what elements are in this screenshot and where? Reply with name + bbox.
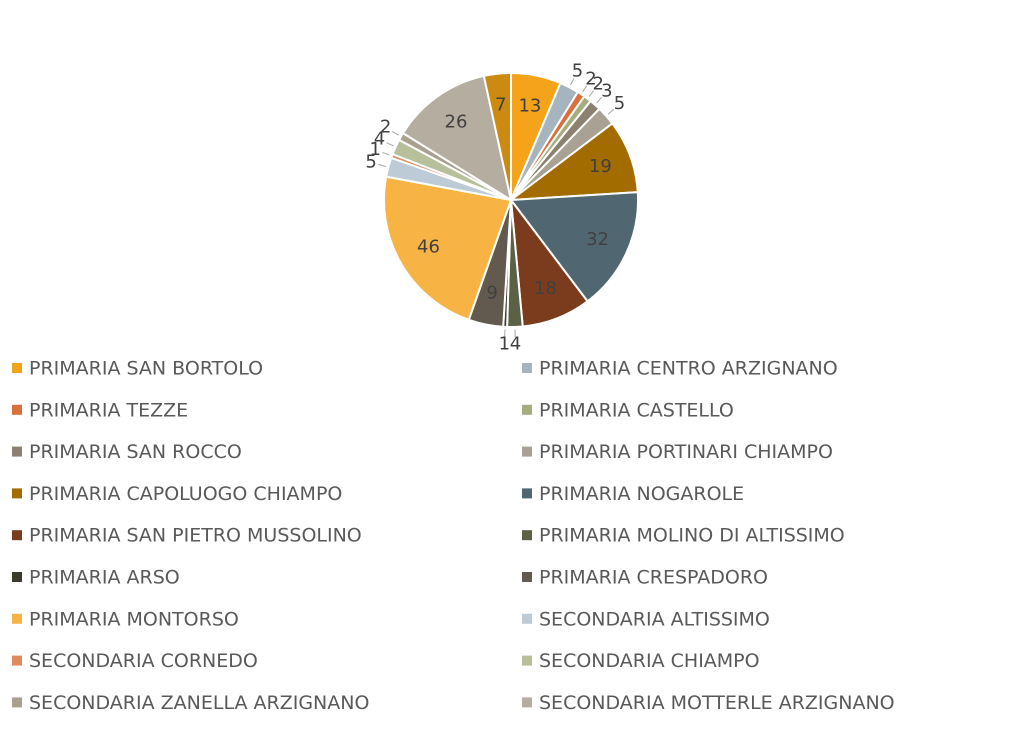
data-label: 2: [585, 68, 596, 89]
legend-label: PRIMARIA SAN ROCCO: [29, 441, 242, 463]
data-label: 9: [486, 282, 497, 303]
legend-swatch: [12, 488, 22, 499]
leader-line: [570, 77, 575, 86]
legend-swatch: [522, 446, 532, 457]
data-label: 18: [534, 278, 557, 299]
legend-label: PRIMARIA MOLINO DI ALTISSIMO: [539, 525, 845, 547]
pie-slice: [482, 71, 512, 201]
leader-line: [382, 151, 390, 156]
data-label: 2: [380, 117, 391, 138]
legend-swatch: [522, 363, 532, 373]
data-label: 26: [445, 111, 468, 132]
legend-label: PRIMARIA PORTINARI CHIAMPO: [539, 441, 833, 463]
data-label: 4: [510, 334, 521, 355]
legend-swatch: [522, 404, 532, 415]
leader-line: [596, 96, 603, 104]
legend-swatch: [12, 655, 22, 666]
legend-swatch: [12, 613, 22, 624]
legend-swatch: [12, 530, 22, 541]
legend-label: PRIMARIA NOGAROLE: [539, 483, 744, 505]
legend-label: SECONDARIA CORNEDO: [29, 650, 258, 672]
legend-label: PRIMARIA MONTORSO: [29, 608, 239, 630]
data-label: 1: [499, 334, 510, 355]
leader-line: [588, 90, 595, 97]
legend-label: PRIMARIA TEZZE: [29, 399, 188, 421]
legend-swatch: [522, 613, 532, 624]
legend-swatch: [12, 446, 22, 457]
legend-label: PRIMARIA SAN PIETRO MUSSOLINO: [29, 525, 362, 547]
data-label: 19: [589, 156, 612, 177]
legend-label: PRIMARIA SAN BORTOLO: [29, 358, 263, 380]
data-label: 3: [601, 81, 612, 102]
legend-label: SECONDARIA ZANELLA ARZIGNANO: [29, 692, 369, 714]
legend-swatch: [522, 488, 532, 499]
pie-slice: [401, 74, 513, 203]
legend-swatch: [522, 530, 532, 541]
legend-label: SECONDARIA CHIAMPO: [539, 650, 760, 672]
data-label: 5: [614, 93, 625, 114]
leader-line: [386, 142, 394, 147]
legend-swatch: [522, 572, 532, 582]
leader-line: [607, 108, 615, 115]
legend-swatch: [522, 655, 532, 666]
legend-label: SECONDARIA ALTISSIMO: [539, 608, 770, 630]
legend-label: PRIMARIA CRESPADORO: [539, 567, 768, 589]
legend-swatch: [12, 572, 22, 582]
data-label: 5: [572, 60, 583, 81]
legend-label: SECONDARIA MOTTERLE ARZIGNANO: [539, 692, 895, 714]
data-label: 46: [417, 237, 440, 258]
data-label: 1: [369, 139, 380, 160]
legend-label: PRIMARIA ARSO: [29, 567, 180, 589]
pie-slice: [509, 191, 639, 303]
data-label: 2: [593, 73, 604, 94]
legend-swatch: [12, 404, 22, 415]
leader-line: [378, 164, 387, 167]
data-label: 4: [374, 128, 385, 149]
data-label: 32: [586, 229, 609, 250]
legend-label: PRIMARIA CASTELLO: [539, 399, 734, 421]
legend-swatch: [12, 697, 22, 708]
pie-slice: [383, 175, 513, 322]
legend-label: PRIMARIA CENTRO ARZIGNANO: [539, 358, 838, 380]
legend-label: PRIMARIA CAPOLUOGO CHIAMPO: [29, 483, 342, 505]
legend-swatch: [12, 363, 22, 373]
leader-line: [391, 130, 400, 136]
data-label: 13: [518, 96, 541, 117]
data-label: 7: [495, 94, 506, 115]
legend-swatch: [522, 697, 532, 708]
leader-line: [582, 85, 588, 93]
data-label: 5: [365, 152, 376, 173]
